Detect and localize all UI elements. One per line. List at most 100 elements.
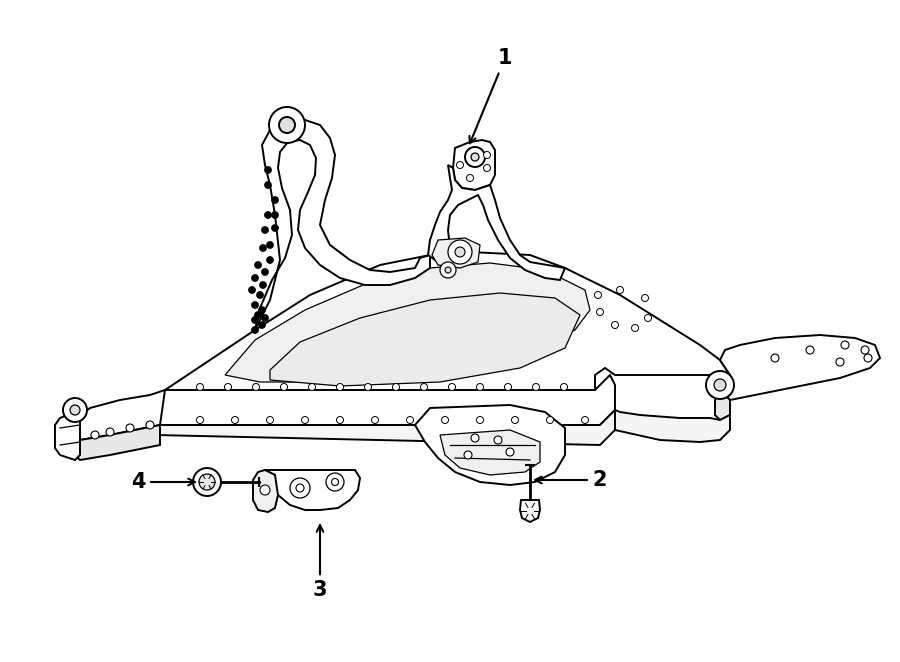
- Circle shape: [455, 247, 465, 257]
- Circle shape: [407, 416, 413, 424]
- Polygon shape: [265, 470, 360, 510]
- Circle shape: [372, 416, 379, 424]
- Circle shape: [442, 416, 448, 424]
- Circle shape: [248, 287, 256, 293]
- Circle shape: [595, 291, 601, 299]
- Polygon shape: [55, 412, 80, 460]
- Circle shape: [546, 416, 554, 424]
- Circle shape: [464, 451, 472, 459]
- Circle shape: [861, 346, 869, 354]
- Text: 3: 3: [313, 525, 328, 600]
- Circle shape: [269, 107, 305, 143]
- Polygon shape: [270, 293, 580, 386]
- Circle shape: [256, 291, 264, 299]
- Circle shape: [561, 383, 568, 391]
- Circle shape: [260, 485, 270, 495]
- Circle shape: [262, 269, 268, 275]
- Circle shape: [511, 416, 518, 424]
- Circle shape: [262, 226, 268, 234]
- Polygon shape: [432, 238, 480, 268]
- Polygon shape: [70, 390, 165, 440]
- Polygon shape: [440, 430, 540, 475]
- Circle shape: [70, 405, 80, 415]
- Polygon shape: [165, 252, 730, 390]
- Circle shape: [146, 421, 154, 429]
- Circle shape: [231, 416, 239, 424]
- Polygon shape: [255, 120, 430, 330]
- Circle shape: [364, 383, 372, 391]
- Circle shape: [266, 256, 274, 263]
- Circle shape: [272, 211, 278, 218]
- Circle shape: [337, 383, 344, 391]
- Circle shape: [126, 424, 134, 432]
- Circle shape: [597, 308, 604, 316]
- Polygon shape: [720, 335, 880, 400]
- Circle shape: [326, 473, 344, 491]
- Circle shape: [258, 307, 265, 314]
- Circle shape: [494, 436, 502, 444]
- Circle shape: [266, 242, 274, 248]
- Circle shape: [259, 281, 266, 289]
- Circle shape: [259, 244, 266, 252]
- Circle shape: [836, 358, 844, 366]
- Circle shape: [296, 484, 304, 492]
- Circle shape: [471, 434, 479, 442]
- Circle shape: [281, 383, 287, 391]
- Circle shape: [290, 478, 310, 498]
- Circle shape: [533, 383, 539, 391]
- Polygon shape: [253, 470, 278, 512]
- Circle shape: [199, 474, 215, 490]
- Circle shape: [251, 301, 258, 308]
- Circle shape: [771, 354, 779, 362]
- Circle shape: [258, 322, 265, 328]
- Circle shape: [448, 240, 472, 264]
- Circle shape: [331, 479, 338, 485]
- Polygon shape: [428, 165, 565, 280]
- Circle shape: [265, 167, 272, 173]
- Text: 2: 2: [536, 470, 608, 490]
- Circle shape: [505, 383, 511, 391]
- Circle shape: [196, 416, 203, 424]
- Circle shape: [106, 428, 114, 436]
- Circle shape: [471, 153, 479, 161]
- Circle shape: [193, 468, 221, 496]
- Circle shape: [272, 197, 278, 203]
- Circle shape: [632, 324, 638, 332]
- Circle shape: [262, 314, 268, 322]
- Circle shape: [644, 314, 652, 322]
- Circle shape: [466, 175, 473, 181]
- Circle shape: [265, 181, 272, 189]
- Circle shape: [302, 416, 309, 424]
- Circle shape: [476, 383, 483, 391]
- Circle shape: [483, 164, 490, 171]
- Circle shape: [806, 346, 814, 354]
- Circle shape: [420, 383, 427, 391]
- Circle shape: [63, 398, 87, 422]
- Polygon shape: [615, 410, 730, 442]
- Polygon shape: [715, 390, 730, 420]
- Circle shape: [483, 152, 490, 158]
- Circle shape: [616, 287, 624, 293]
- Text: 4: 4: [130, 472, 195, 492]
- Circle shape: [196, 383, 203, 391]
- Circle shape: [392, 383, 400, 391]
- Circle shape: [251, 275, 258, 281]
- Circle shape: [706, 371, 734, 399]
- Circle shape: [714, 379, 726, 391]
- Polygon shape: [415, 405, 565, 485]
- Polygon shape: [155, 375, 615, 425]
- Polygon shape: [70, 425, 160, 460]
- Circle shape: [255, 261, 262, 269]
- Circle shape: [224, 383, 231, 391]
- Circle shape: [265, 211, 272, 218]
- Circle shape: [272, 224, 278, 232]
- Circle shape: [841, 341, 849, 349]
- Polygon shape: [155, 410, 615, 445]
- Circle shape: [251, 316, 258, 324]
- Circle shape: [864, 354, 872, 362]
- Circle shape: [279, 117, 295, 133]
- Circle shape: [611, 322, 618, 328]
- Polygon shape: [453, 140, 495, 190]
- Circle shape: [448, 383, 455, 391]
- Circle shape: [440, 262, 456, 278]
